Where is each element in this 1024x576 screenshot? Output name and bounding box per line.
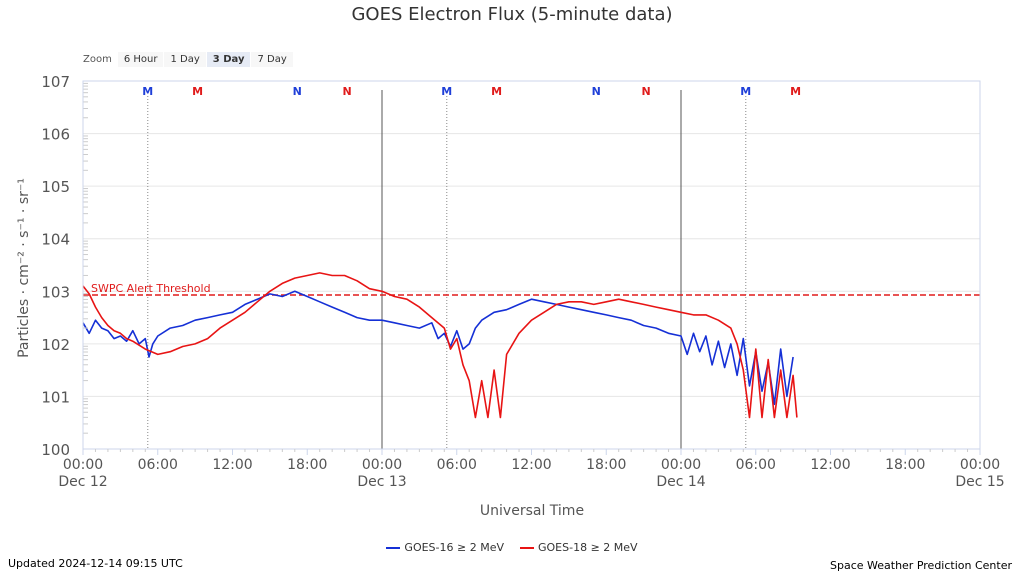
zoom-6-hour-button[interactable]: 6 Hour [117,51,164,67]
zoom-label: Zoom [83,53,112,65]
local-time-marker-label: M [192,85,203,98]
y-tick-label: 107 [41,73,70,91]
x-tick-date-label: Dec 12 [58,474,107,490]
x-tick-date-label: Dec 14 [656,474,705,490]
x-tick-label: 12:00 [212,457,252,473]
local-time-marker-label: N [592,85,601,98]
x-tick-label: 18:00 [586,457,626,473]
y-tick-label: 101 [41,388,70,406]
y-tick-label: 100 [41,441,70,459]
legend-swatch-goes18 [520,546,534,549]
zoom-1-day-button[interactable]: 1 Day [164,51,206,67]
plot-border [82,80,981,450]
chart-title: GOES Electron Flux (5-minute data) [351,4,673,25]
x-tick-label: 18:00 [885,457,925,473]
alert-threshold: SWPC Alert Threshold [83,282,980,296]
x-tick-label: 06:00 [736,457,776,473]
series-lines [82,272,798,419]
x-tick-label: 00:00 [63,457,103,473]
series-line-goes16 [82,290,794,406]
x-tick-label: 00:00 [362,457,402,473]
y-tick-label: 103 [41,283,70,301]
legend-swatch-goes16 [386,546,401,549]
x-tick-label: 00:00 [960,457,1000,473]
x-tick-label: 12:00 [511,457,551,473]
zoom-control: Zoom 6 Hour 1 Day 3 Day 7 Day [83,50,294,68]
y-tick-label: 104 [41,231,70,249]
x-tick-label: 18:00 [287,457,327,473]
credit-text: Space Weather Prediction Center [830,559,1012,572]
x-tick-label: 12:00 [810,457,850,473]
x-axis-label: Universal Time [479,503,585,519]
local-time-marker-label: N [343,85,352,98]
local-time-marker-label: N [293,85,302,98]
local-time-marker-label: M [790,85,801,98]
grid-lines [83,80,980,450]
updated-timestamp: Updated 2024-12-14 09:15 UTC [8,557,183,570]
x-tick-label: 06:00 [138,457,178,473]
threshold-label: SWPC Alert Threshold [91,282,211,295]
y-tick-label: 106 [41,126,70,144]
local-time-marker-label: M [441,85,452,98]
day-boundary-lines [381,90,682,449]
x-tick-label: 00:00 [661,457,701,473]
series-line-goes18 [82,272,798,419]
legend-item-goes16[interactable]: GOES-16 ≥ 2 MeV [386,541,504,554]
legend: GOES-16 ≥ 2 MeV GOES-18 ≥ 2 MeV [0,541,1024,554]
local-time-marker-label: N [642,85,651,98]
legend-item-goes18[interactable]: GOES-18 ≥ 2 MeV [520,541,638,554]
y-tick-label: 105 [41,178,70,196]
legend-label-goes16: GOES-16 ≥ 2 MeV [404,541,504,554]
x-tick-date-label: Dec 15 [955,474,1004,490]
y-tick-label: 102 [41,336,70,354]
y-axis-label: Particles · cm⁻² · s⁻¹ · sr⁻¹ [16,178,32,358]
local-time-marker-label: M [142,85,153,98]
local-time-marker-label: M [491,85,502,98]
legend-label-goes18: GOES-18 ≥ 2 MeV [538,541,638,554]
x-tick-label: 06:00 [437,457,477,473]
local-time-marker-label: M [740,85,751,98]
x-tick-date-label: Dec 13 [357,474,406,490]
zoom-3-day-button[interactable]: 3 Day [206,51,251,67]
zoom-7-day-button[interactable]: 7 Day [251,51,293,67]
